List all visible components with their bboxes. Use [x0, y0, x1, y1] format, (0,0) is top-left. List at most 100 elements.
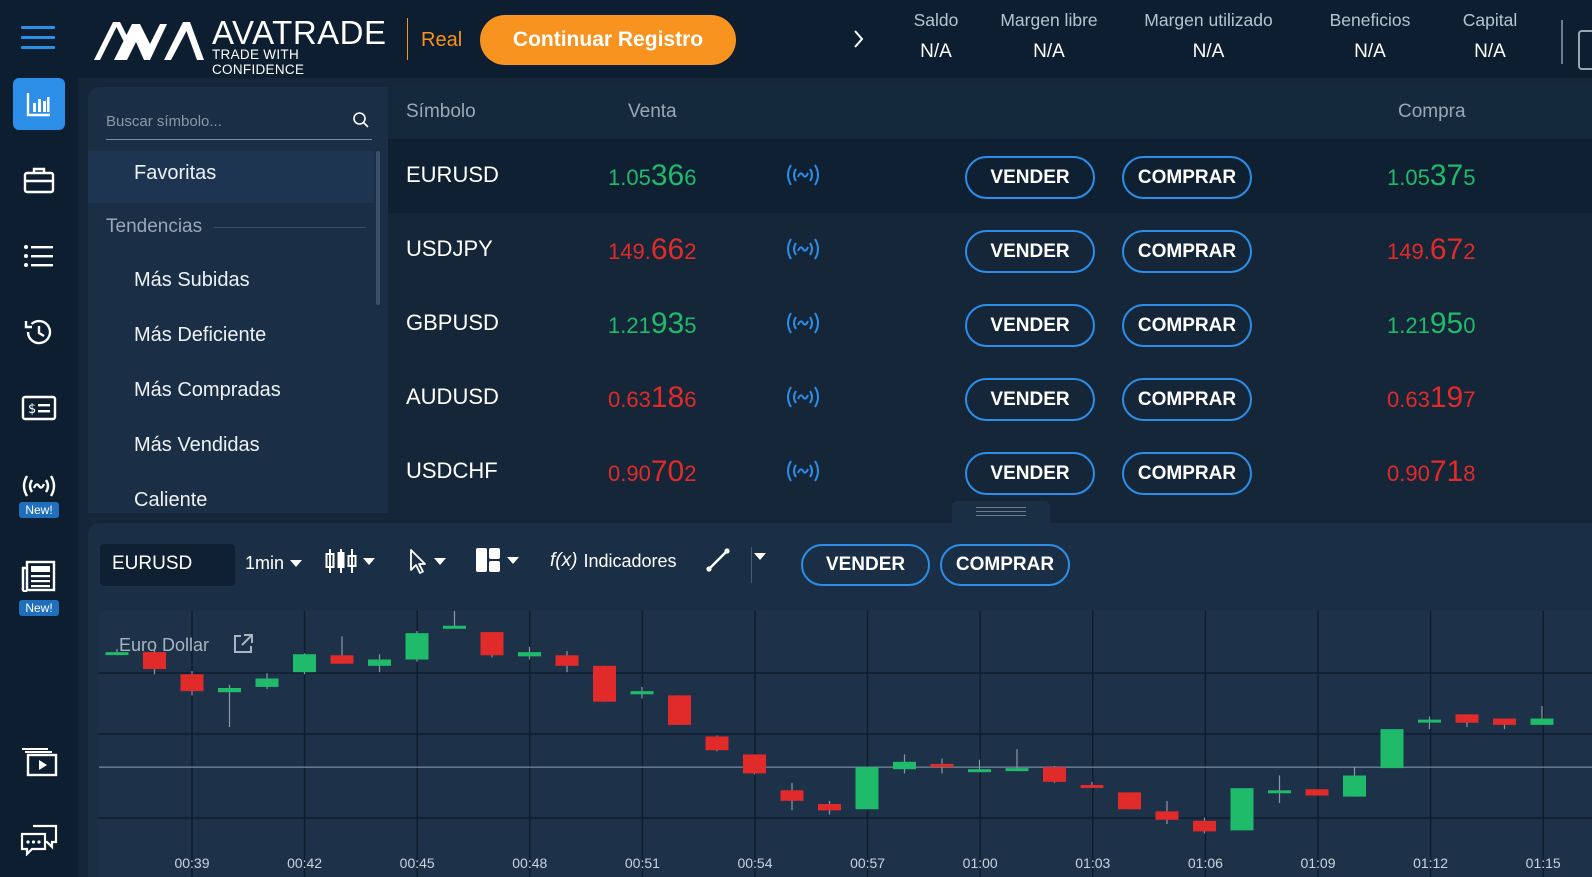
- nav-trading-chart[interactable]: [13, 78, 65, 130]
- account-type-label[interactable]: Real: [421, 29, 463, 51]
- live-signal-icon[interactable]: [782, 161, 824, 189]
- x-tick-label: 01:12: [1413, 855, 1448, 871]
- sell-button[interactable]: VENDER: [965, 156, 1095, 199]
- live-signal-icon[interactable]: [782, 457, 824, 485]
- price-part: 5: [1463, 165, 1476, 190]
- sell-button[interactable]: VENDER: [965, 230, 1095, 273]
- watchlist-item-most-bought[interactable]: Más Compradas: [134, 379, 281, 401]
- cursor-tool-selector[interactable]: [408, 547, 446, 575]
- indicators-button[interactable]: f(x) Indicadores: [550, 550, 677, 572]
- stat-label: Capital: [1462, 10, 1518, 30]
- column-header-symbol[interactable]: Símbolo: [406, 101, 476, 122]
- chart-icon: [26, 93, 50, 117]
- continue-registration-button[interactable]: Continuar Registro: [480, 15, 736, 65]
- drawing-tool-button[interactable]: [705, 547, 731, 573]
- watchlist-item-top-gainers[interactable]: Más Subidas: [134, 269, 250, 291]
- chart-sell-button[interactable]: VENDER: [801, 544, 930, 586]
- nav-live-signals[interactable]: [13, 460, 65, 512]
- candle-down: [143, 652, 166, 669]
- price-part: 1.05: [608, 165, 651, 190]
- symbol-search-input[interactable]: [106, 108, 336, 134]
- price-part: 2: [1463, 239, 1476, 264]
- candle-down: [1193, 820, 1216, 832]
- watchlist-item-most-sold[interactable]: Más Vendidas: [134, 434, 260, 456]
- candle-up: [105, 652, 129, 656]
- chart-buy-button[interactable]: COMPRAR: [940, 544, 1070, 586]
- nav-news[interactable]: [13, 550, 65, 602]
- layout-selector[interactable]: [475, 547, 519, 573]
- watchlist-scrollbar[interactable]: [376, 151, 380, 305]
- drawing-tools-dropdown[interactable]: [754, 553, 766, 560]
- stat-profits: Beneficios N/A: [1320, 10, 1420, 63]
- buy-price: 149.672: [1387, 233, 1475, 267]
- buy-button[interactable]: COMPRAR: [1122, 156, 1252, 199]
- interval-selector[interactable]: 1min: [245, 553, 303, 574]
- menu-icon[interactable]: [21, 26, 55, 52]
- sell-button[interactable]: VENDER: [965, 452, 1095, 495]
- buy-button[interactable]: COMPRAR: [1122, 378, 1252, 421]
- sell-button[interactable]: VENDER: [965, 378, 1095, 421]
- candle-down: [1155, 811, 1179, 820]
- quote-symbol[interactable]: EURUSD: [406, 162, 499, 187]
- panel-resize-handle[interactable]: [952, 501, 1050, 523]
- watchlist-item-hot[interactable]: Caliente: [134, 489, 208, 511]
- live-signal-icon[interactable]: [782, 309, 824, 337]
- x-tick-label: 00:54: [737, 855, 772, 871]
- popout-icon[interactable]: [232, 633, 254, 655]
- candle-down: [330, 655, 354, 664]
- search-icon[interactable]: [352, 111, 370, 129]
- chart-type-selector[interactable]: [325, 547, 375, 575]
- candle-up: [518, 652, 541, 657]
- candle-up: [968, 769, 991, 773]
- quote-row[interactable]: GBPUSD 1.21935 VENDER COMPRAR 1.21950: [388, 287, 1592, 361]
- top-bar: AVATRADE TRADE WITH CONFIDENCE Real Cont…: [0, 0, 1592, 78]
- price-part: 19: [1429, 381, 1464, 414]
- function-icon: f(x): [550, 550, 578, 571]
- avatrade-logo[interactable]: AVATRADE TRADE WITH CONFIDENCE: [94, 14, 386, 77]
- money-icon: $: [21, 395, 57, 421]
- symbol-search: [106, 102, 372, 140]
- stat-value: N/A: [1354, 41, 1386, 62]
- chevron-right-icon[interactable]: [852, 26, 866, 52]
- column-header-buy[interactable]: Compra: [1398, 101, 1466, 122]
- live-signal-icon[interactable]: [782, 235, 824, 263]
- sell-price: 0.63186: [608, 381, 696, 415]
- quote-symbol[interactable]: GBPUSD: [406, 310, 499, 335]
- nav-portfolio[interactable]: [13, 154, 65, 206]
- panel-toggle-icon[interactable]: [1578, 30, 1592, 70]
- quote-symbol[interactable]: USDJPY: [406, 236, 493, 261]
- price-chart[interactable]: 00:39 00:42 00:45 00:48 00:51 00:54 00:57 01:00…: [99, 611, 1592, 877]
- nav-orders[interactable]: [13, 230, 65, 282]
- buy-button[interactable]: COMPRAR: [1122, 452, 1252, 495]
- quote-row[interactable]: EURUSD 1.05366 VENDER COMPRAR 1.05375: [388, 139, 1592, 213]
- buy-button[interactable]: COMPRAR: [1122, 304, 1252, 347]
- quote-row[interactable]: AUDUSD 0.63186 VENDER COMPRAR 0.63 197: [388, 361, 1592, 435]
- watchlist-item-top-losers[interactable]: Más Deficiente: [134, 324, 267, 346]
- live-signal-icon[interactable]: [782, 383, 824, 411]
- watchlist-item-favorites[interactable]: Favoritas: [134, 162, 217, 184]
- price-part: 0.63: [608, 387, 651, 412]
- history-icon: [24, 319, 52, 345]
- nav-history[interactable]: [13, 306, 65, 358]
- sell-button[interactable]: VENDER: [965, 304, 1095, 347]
- x-tick-label: 01:09: [1300, 855, 1335, 871]
- quote-row[interactable]: USDCHF 0.90702 VENDER COMPRAR 0.90718: [388, 435, 1592, 509]
- quote-row[interactable]: USDJPY 149.662 VENDER COMPRAR 149.672: [388, 213, 1592, 287]
- cursor-icon: [410, 549, 426, 574]
- stat-used-margin: Margen utilizado N/A: [1136, 10, 1281, 63]
- column-header-sell[interactable]: Venta: [628, 101, 677, 122]
- price-part: 7: [1463, 387, 1476, 412]
- candle-up: [855, 767, 879, 810]
- buy-button[interactable]: COMPRAR: [1122, 230, 1252, 273]
- x-tick-label: 00:48: [512, 855, 547, 871]
- section-divider: [214, 227, 366, 228]
- nav-videos[interactable]: [13, 736, 65, 788]
- candlestick-chart[interactable]: 00:39 00:42 00:45 00:48 00:51 00:54 00:57 01:00…: [99, 611, 1592, 877]
- watchlist-item-favorites-bg: [88, 151, 374, 203]
- quote-symbol[interactable]: USDCHF: [406, 458, 498, 483]
- nav-chat[interactable]: [13, 814, 65, 866]
- nav-funds[interactable]: $: [13, 382, 65, 434]
- quote-symbol[interactable]: AUDUSD: [406, 384, 499, 409]
- news-icon: [21, 560, 56, 592]
- chart-symbol-field[interactable]: EURUSD: [100, 544, 235, 586]
